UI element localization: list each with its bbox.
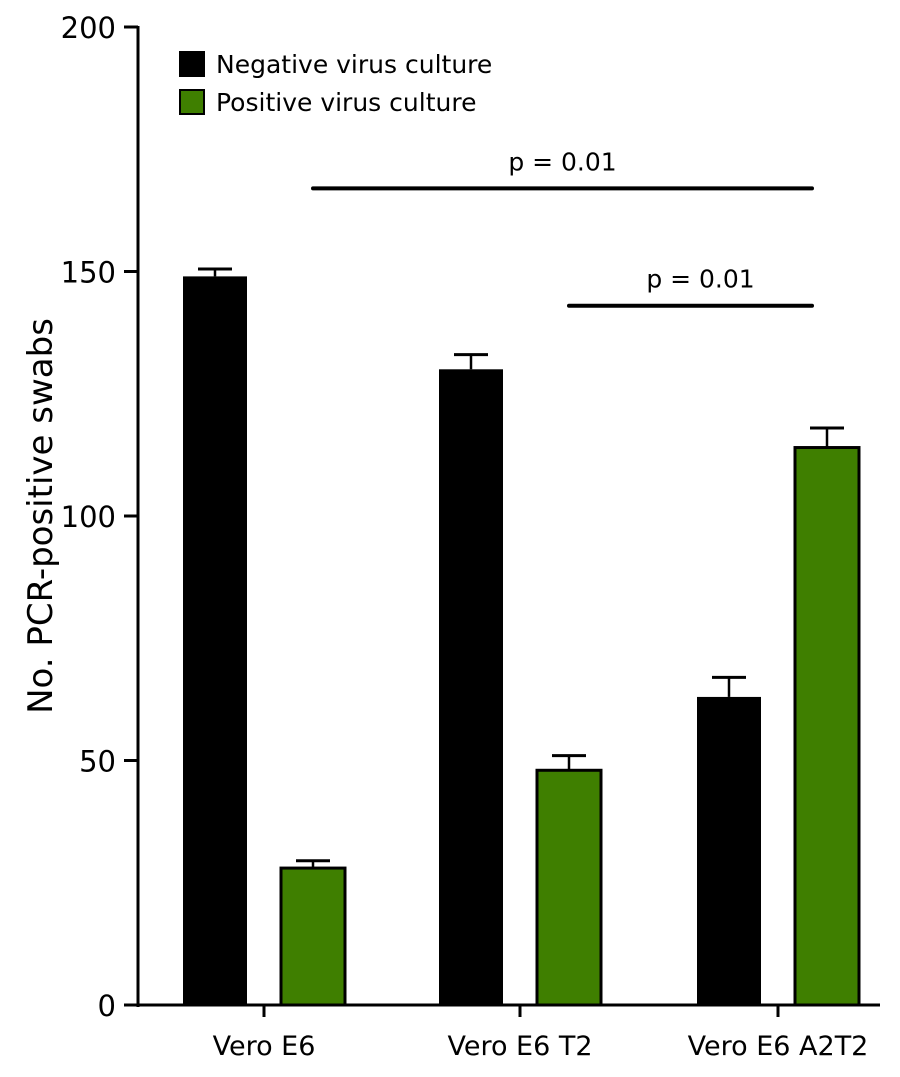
bar-negative xyxy=(439,369,503,1005)
bar-negative xyxy=(697,696,761,1005)
bar-positive xyxy=(793,446,861,1007)
legend-swatch xyxy=(179,89,205,115)
y-axis-label: No. PCR-positive swabs xyxy=(21,318,61,714)
legend-label: Negative virus culture xyxy=(216,50,492,79)
y-tick-label: 0 xyxy=(98,989,116,1023)
bar-negative xyxy=(183,276,247,1005)
x-tick-label: Vero E6 A2T2 xyxy=(688,1031,869,1062)
x-tick-label: Vero E6 T2 xyxy=(447,1031,592,1062)
legend-swatch xyxy=(179,51,205,77)
y-tick-label: 150 xyxy=(61,256,116,290)
y-tick-label: 50 xyxy=(79,745,116,779)
x-tick-label: Vero E6 xyxy=(213,1031,316,1062)
p-value-label: p = 0.01 xyxy=(508,147,616,176)
y-tick-label: 200 xyxy=(61,11,116,45)
legend-label: Positive virus culture xyxy=(216,88,476,117)
p-value-label: p = 0.01 xyxy=(646,265,754,294)
bar-positive xyxy=(279,866,347,1007)
y-tick-label: 100 xyxy=(61,500,116,534)
bar-positive xyxy=(535,768,603,1007)
